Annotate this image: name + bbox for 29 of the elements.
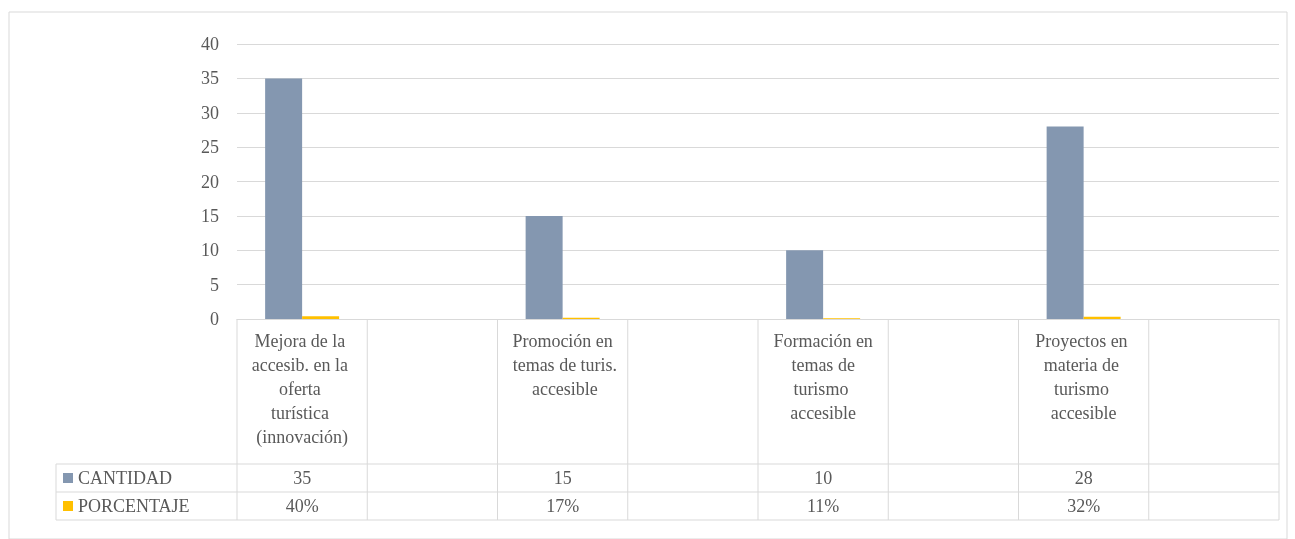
data-label: 15 (553, 468, 572, 488)
y-tick-label: 20 (201, 171, 219, 192)
data-label: 28 (1074, 468, 1093, 488)
y-tick-label: 15 (201, 205, 219, 226)
data-label: 10 (814, 468, 833, 488)
y-tick-label: 25 (201, 137, 219, 158)
data-label: 40% (285, 496, 319, 516)
data-label: 35 (293, 468, 312, 488)
bar (302, 316, 340, 319)
bar (1046, 126, 1084, 319)
y-tick-label: 0 (210, 309, 219, 329)
bar (525, 215, 563, 319)
y-tick-label: 35 (201, 68, 219, 89)
legend-label: CANTIDAD (78, 468, 172, 488)
bar (786, 250, 824, 319)
y-tick-label: 40 (201, 34, 219, 54)
bar (1083, 316, 1121, 319)
data-label: 11% (806, 496, 840, 516)
data-label: 32% (1067, 496, 1101, 516)
bar (265, 78, 303, 319)
x-tick-label: Proyectos en materia de turismo accesible (1035, 331, 1133, 423)
y-tick-label: 30 (201, 102, 219, 123)
data-label: 17% (546, 496, 580, 516)
x-tick-label: Promoción en temas de turis. accesible (508, 331, 618, 399)
x-tick-label: Mejora de la accesib. en la oferta turística (innovación) (251, 331, 353, 448)
y-tick-label: 5 (210, 274, 219, 295)
y-tick-label: 10 (201, 240, 219, 261)
x-tick-label: Formación en temas de turismo accesible (773, 331, 873, 423)
legend-label: PORCENTAJE (78, 496, 190, 516)
